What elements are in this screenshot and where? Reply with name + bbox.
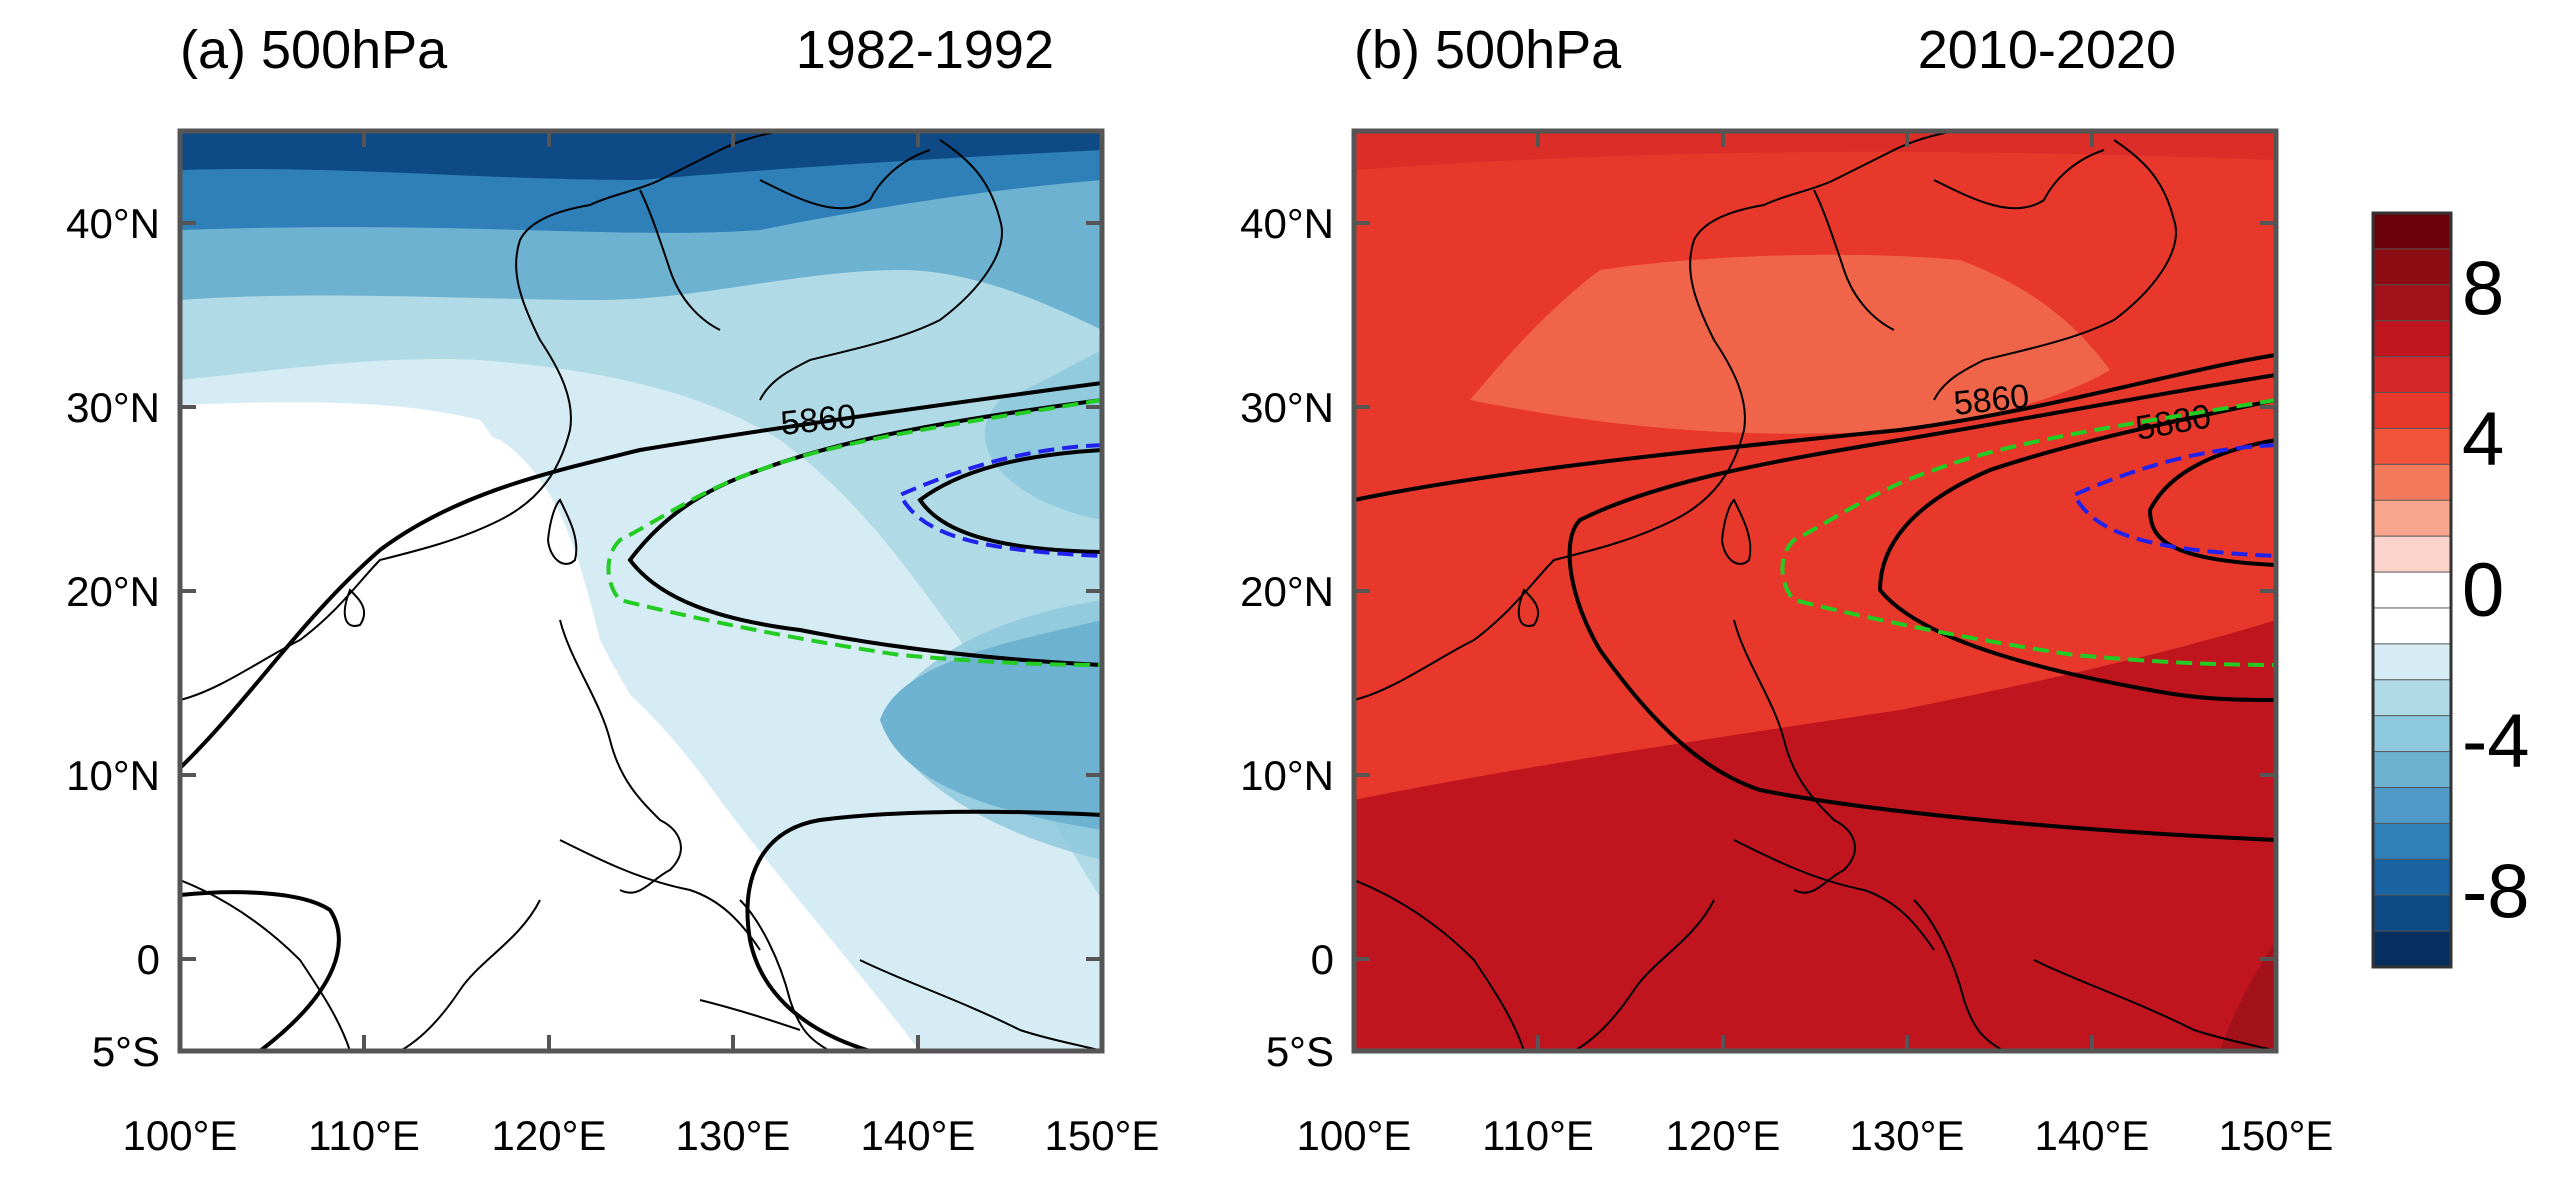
colorbar-swatch bbox=[2372, 894, 2452, 933]
colorbar-swatch bbox=[2372, 499, 2452, 538]
panel-a-lat-label: 5°S bbox=[92, 1028, 160, 1075]
colorbar-labels: 8 4 0 -4 -8 bbox=[2462, 246, 2530, 934]
panel-a-lon-label: 110°E bbox=[308, 1112, 420, 1159]
panel-b-lat-label: 40°N bbox=[1240, 200, 1334, 247]
colorbar-swatch bbox=[2372, 858, 2452, 897]
panel-b-fill-salmon bbox=[1470, 254, 2110, 434]
colorbar-swatch bbox=[2372, 571, 2452, 609]
panel-a-lon-axis bbox=[362, 131, 920, 1051]
panel-b-lat-label: 30°N bbox=[1240, 384, 1334, 431]
panel-a-period: 1982-1992 bbox=[796, 20, 1054, 80]
panel-b-coastlines bbox=[1354, 131, 2276, 1051]
panel-a-lat-label: 30°N bbox=[66, 384, 160, 431]
panel-b-fill-darkred bbox=[1354, 620, 2276, 1051]
colorbar-swatch bbox=[2372, 356, 2452, 394]
panel-a-lon-label: 100°E bbox=[123, 1112, 238, 1159]
panel-a-lat-label: 0 bbox=[137, 936, 160, 983]
panel-a-green-dash bbox=[606, 398, 1102, 667]
panel-b-lon-label: 130°E bbox=[1850, 1112, 1965, 1159]
colorbar-swatch bbox=[2372, 427, 2452, 466]
panel-b-lon-label: 140°E bbox=[2035, 1112, 2150, 1159]
panel-b-lat-axis bbox=[1354, 221, 2276, 961]
panel-b-period: 2010-2020 bbox=[1918, 20, 2176, 80]
panel-b-lat-label: 0 bbox=[1311, 936, 1334, 983]
panel-a-lat-label: 20°N bbox=[66, 568, 160, 615]
panel-a-lon-label: 130°E bbox=[676, 1112, 791, 1159]
panel-b-fill-red-top bbox=[1354, 131, 2276, 170]
panel-b-lon-label: 100°E bbox=[1297, 1112, 1412, 1159]
panel-b-green-dash bbox=[1780, 398, 2276, 667]
colorbar-swatch bbox=[2372, 284, 2452, 322]
panel-a-lon-label: 120°E bbox=[492, 1112, 607, 1159]
panel-b-lon-label: 150°E bbox=[2219, 1112, 2334, 1159]
colorbar-swatch bbox=[2372, 751, 2452, 789]
colorbar-label: 8 bbox=[2462, 246, 2504, 331]
colorbar-swatch bbox=[2372, 320, 2452, 358]
colorbar-label: -8 bbox=[2462, 850, 2530, 935]
colorbar-swatch bbox=[2372, 679, 2452, 717]
panel-b-contour-label: 5860 bbox=[1952, 377, 2031, 423]
colorbar-swatch bbox=[2372, 643, 2452, 681]
colorbar-swatch bbox=[2372, 248, 2452, 286]
panel-a-map: (a) 500hPa 1982-1992 bbox=[66, 20, 1159, 1159]
panel-a-contour-label: 5860 bbox=[779, 397, 858, 443]
panel-a-lat-axis bbox=[180, 221, 1102, 961]
panel-a-lat-label: 40°N bbox=[66, 200, 160, 247]
panel-b-lat-label: 20°N bbox=[1240, 568, 1334, 615]
panel-a-fill-white-core bbox=[180, 403, 870, 1051]
panel-a-coastlines bbox=[180, 131, 1102, 1051]
panel-b-lat-label: 5°S bbox=[1266, 1028, 1334, 1075]
panel-b-lon-axis bbox=[1536, 131, 2094, 1051]
panel-b-fill-darkest bbox=[2220, 940, 2276, 1051]
colorbar-swatch bbox=[2372, 715, 2452, 753]
panel-a-fill-blue-south bbox=[880, 620, 1102, 830]
panel-a-title: (a) 500hPa bbox=[180, 20, 448, 80]
panel-b-lon-label: 110°E bbox=[1482, 1112, 1594, 1159]
colorbar-label: -4 bbox=[2462, 699, 2530, 784]
colorbar-swatches bbox=[2372, 212, 2452, 968]
colorbar-swatch bbox=[2372, 535, 2452, 574]
colorbar-swatch bbox=[2372, 212, 2452, 250]
colorbar-label: 0 bbox=[2462, 548, 2504, 633]
panel-b-lat-label: 10°N bbox=[1240, 752, 1334, 799]
colorbar-label: 4 bbox=[2462, 397, 2504, 482]
panel-a-lat-label: 10°N bbox=[66, 752, 160, 799]
colorbar: 8 4 0 -4 -8 bbox=[2371, 211, 2530, 969]
panel-a-lon-label: 150°E bbox=[1045, 1112, 1160, 1159]
colorbar-swatch bbox=[2372, 392, 2452, 430]
panel-a-fill-darkblue bbox=[180, 131, 1102, 180]
panel-b-blue-dash bbox=[2071, 443, 2276, 558]
colorbar-swatch bbox=[2372, 822, 2452, 861]
panel-a-blue-dash bbox=[897, 443, 1102, 558]
panel-a-lon-label: 140°E bbox=[861, 1112, 976, 1159]
panel-b-lon-label: 120°E bbox=[1666, 1112, 1781, 1159]
colorbar-swatch bbox=[2372, 786, 2452, 825]
panel-b-title: (b) 500hPa bbox=[1354, 20, 1622, 80]
colorbar-swatch bbox=[2372, 463, 2452, 502]
panel-a-fill-skyblue bbox=[180, 131, 1102, 900]
panel-b-map: (b) 500hPa 2010-2020 bbox=[1240, 20, 2333, 1159]
panel-b-contours bbox=[1354, 353, 2276, 842]
colorbar-swatch bbox=[2372, 607, 2452, 645]
colorbar-frame bbox=[2371, 211, 2453, 969]
colorbar-swatch bbox=[2372, 930, 2452, 968]
